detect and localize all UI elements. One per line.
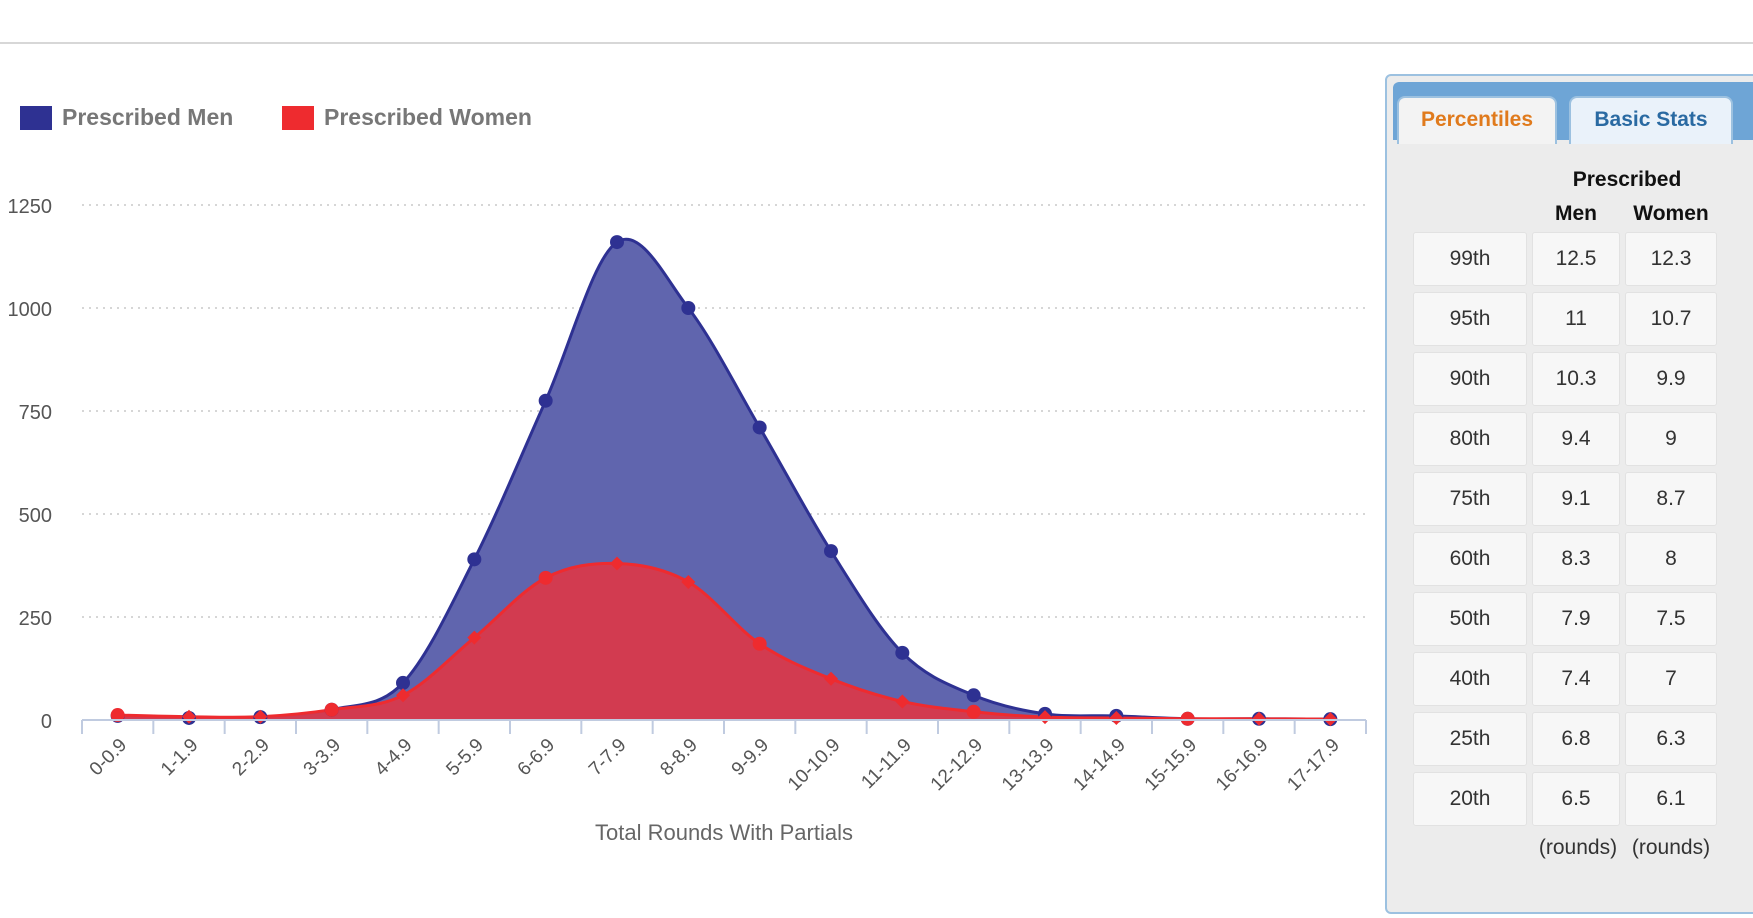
- y-tick-label: 500: [19, 505, 52, 527]
- women-value-cell: 8.7: [1625, 472, 1717, 526]
- men-value-cell: 6.5: [1532, 772, 1620, 826]
- data-point-men: [824, 544, 838, 559]
- data-point-men: [752, 420, 767, 435]
- x-tick-label: 14-14.9: [1069, 735, 1129, 795]
- legend-label-men: Prescribed Men: [62, 104, 234, 130]
- tab-basic-stats[interactable]: Basic Stats: [1569, 96, 1733, 144]
- women-value-cell: 12.3: [1625, 232, 1717, 286]
- top-divider: [0, 42, 1753, 44]
- percentile-cell: 95th: [1413, 292, 1527, 346]
- women-value-cell: 10.7: [1625, 292, 1717, 346]
- data-point-men: [396, 675, 410, 690]
- percentile-cell: 40th: [1413, 652, 1527, 706]
- column-group-header: Prescribed: [1572, 168, 1682, 191]
- x-tick-label: 1-1.9: [157, 735, 202, 780]
- men-value-cell: 11: [1532, 292, 1620, 346]
- percentile-cell: 90th: [1413, 352, 1527, 406]
- unit-label-women: (rounds): [1631, 836, 1711, 859]
- data-point-women: [110, 708, 125, 723]
- data-point-women: [324, 702, 339, 717]
- data-point-women: [681, 574, 696, 589]
- data-point-women: [824, 671, 838, 686]
- tab-percentiles[interactable]: Percentiles: [1397, 96, 1557, 144]
- x-tick-label: 0-0.9: [86, 735, 131, 780]
- stats-panel: Percentiles Basic Stats Prescribed Men W…: [1385, 74, 1753, 914]
- data-point-women: [1252, 711, 1266, 726]
- women-value-cell: 6.1: [1625, 772, 1717, 826]
- y-tick-label: 0: [41, 711, 52, 733]
- data-point-men: [681, 301, 696, 315]
- y-tick-label: 250: [19, 608, 52, 630]
- women-value-cell: 7.5: [1625, 592, 1717, 646]
- legend-item-men[interactable]: Prescribed Men: [20, 104, 233, 131]
- x-tick-label: 10-10.9: [784, 735, 844, 795]
- data-point-women: [396, 688, 410, 703]
- legend-swatch-women: [282, 105, 314, 130]
- data-point-women: [966, 704, 981, 719]
- x-tick-label: 13-13.9: [998, 735, 1058, 795]
- x-tick-label: 16-16.9: [1212, 735, 1272, 795]
- x-tick-label: 7-7.9: [585, 735, 630, 780]
- men-value-cell: 7.9: [1532, 592, 1620, 646]
- percentile-cell: 80th: [1413, 412, 1527, 466]
- men-value-cell: 12.5: [1532, 232, 1620, 286]
- unit-label-men: (rounds): [1538, 836, 1618, 859]
- data-point-women: [538, 570, 553, 585]
- x-tick-label: 3-3.9: [300, 735, 345, 780]
- data-point-women: [467, 630, 482, 645]
- x-tick-label: 8-8.9: [656, 735, 701, 780]
- percentile-cell: 75th: [1413, 472, 1527, 526]
- legend-swatch-men: [20, 105, 52, 130]
- x-tick-label: 17-17.9: [1283, 735, 1343, 795]
- men-value-cell: 7.4: [1532, 652, 1620, 706]
- data-point-men: [895, 645, 910, 660]
- data-point-men: [966, 688, 981, 703]
- women-value-cell: 8: [1625, 532, 1717, 586]
- tab-bar: Percentiles Basic Stats: [1393, 82, 1753, 144]
- percentile-cell: 20th: [1413, 772, 1527, 826]
- data-point-women: [1109, 710, 1124, 725]
- women-value-cell: 7: [1625, 652, 1717, 706]
- column-header-women: Women: [1633, 202, 1709, 225]
- percentile-cell: 25th: [1413, 712, 1527, 766]
- y-tick-label: 1250: [8, 196, 53, 218]
- men-value-cell: 9.1: [1532, 472, 1620, 526]
- data-point-women: [610, 556, 624, 571]
- percentile-cell: 60th: [1413, 532, 1527, 586]
- series-area-women: [117, 563, 1331, 720]
- men-value-cell: 8.3: [1532, 532, 1620, 586]
- data-point-women: [895, 694, 910, 709]
- x-tick-label: 15-15.9: [1141, 735, 1201, 795]
- percentile-cell: 50th: [1413, 592, 1527, 646]
- men-value-cell: 10.3: [1532, 352, 1620, 406]
- women-value-cell: 9.9: [1625, 352, 1717, 406]
- column-header-men: Men: [1555, 202, 1597, 225]
- series-area-men: [117, 239, 1331, 720]
- women-value-cell: 9: [1625, 412, 1717, 466]
- x-tick-label: 12-12.9: [927, 735, 987, 795]
- data-point-men: [538, 393, 553, 408]
- x-axis-title: Total Rounds With Partials: [595, 820, 853, 845]
- data-point-men: [610, 235, 624, 250]
- men-value-cell: 6.8: [1532, 712, 1620, 766]
- x-tick-label: 4-4.9: [371, 735, 416, 780]
- data-point-men: [467, 552, 482, 567]
- percentile-cell: 99th: [1413, 232, 1527, 286]
- y-tick-label: 1000: [8, 299, 53, 321]
- distribution-chart: 0 250 500 750 1000 1250 0-0.9 1-1.9 2-2.9 3-3.9 4-…: [8, 196, 1367, 845]
- legend-label-women: Prescribed Women: [324, 104, 532, 130]
- women-value-cell: 6.3: [1625, 712, 1717, 766]
- data-point-women: [752, 636, 767, 651]
- legend-item-women[interactable]: Prescribed Women: [282, 104, 532, 131]
- x-tick-label: 9-9.9: [728, 735, 773, 780]
- data-point-women: [1180, 711, 1195, 726]
- x-tick-label: 11-11.9: [857, 735, 915, 793]
- men-value-cell: 9.4: [1532, 412, 1620, 466]
- x-tick-label: 6-6.9: [514, 735, 559, 780]
- x-tick-label: 2-2.9: [228, 735, 273, 780]
- y-tick-label: 750: [19, 402, 52, 424]
- x-tick-label: 5-5.9: [442, 735, 487, 780]
